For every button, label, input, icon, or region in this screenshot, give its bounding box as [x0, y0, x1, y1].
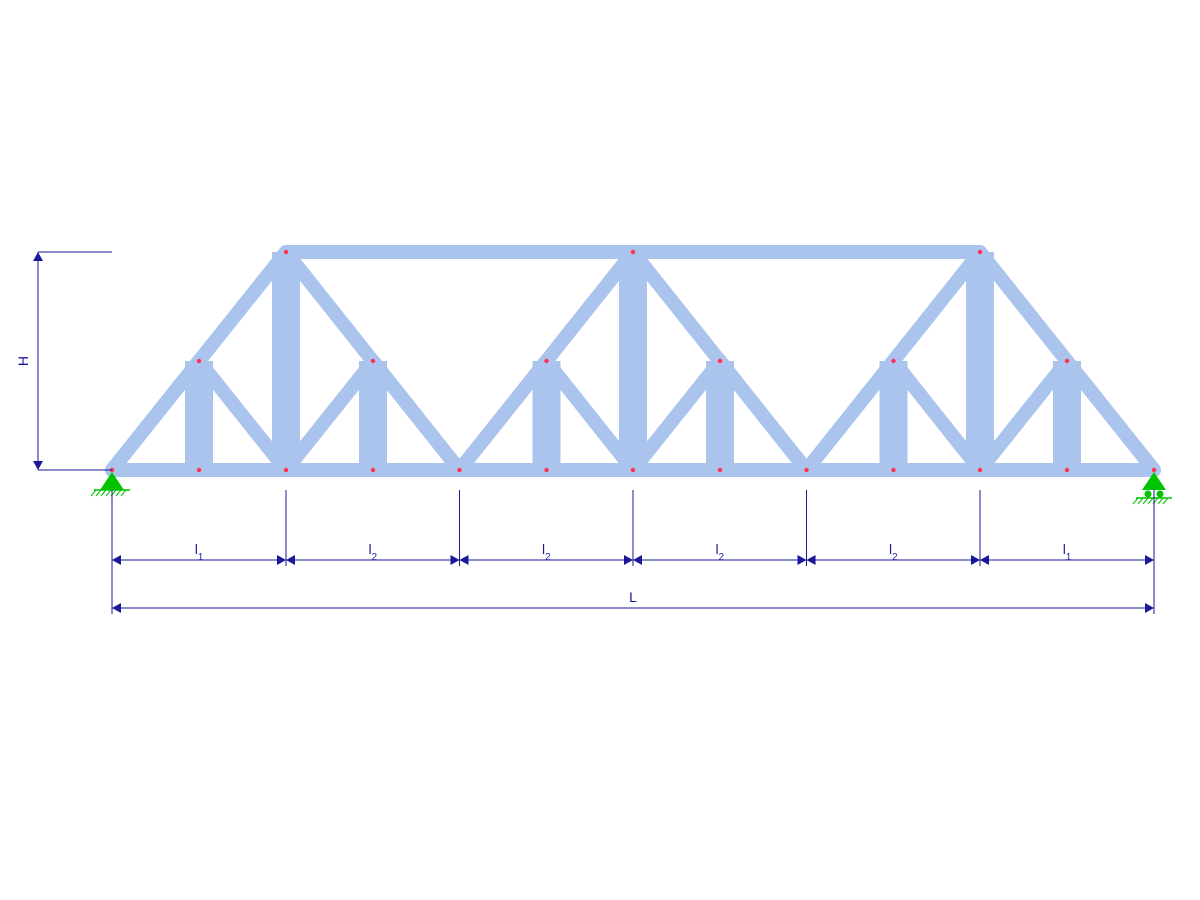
- node: [978, 250, 982, 254]
- node: [891, 468, 895, 472]
- node: [891, 359, 895, 363]
- node: [718, 359, 722, 363]
- dim-label: L: [629, 589, 637, 605]
- node: [804, 468, 808, 472]
- dim-total: L: [112, 560, 1154, 614]
- dim-panels: l1 l2 l2 l2 l2 l1: [112, 490, 1154, 566]
- node: [197, 468, 201, 472]
- dim-label: l2: [542, 541, 551, 563]
- node: [978, 468, 982, 472]
- node: [284, 250, 288, 254]
- node: [1065, 359, 1069, 363]
- dim-height: H: [15, 252, 112, 470]
- node: [457, 468, 461, 472]
- dim-label: l1: [1063, 541, 1072, 563]
- node: [544, 468, 548, 472]
- node: [371, 359, 375, 363]
- dim-label: H: [15, 356, 31, 366]
- node: [1065, 468, 1069, 472]
- node: [1152, 468, 1156, 472]
- node: [631, 468, 635, 472]
- node: [197, 359, 201, 363]
- dim-label: l2: [368, 541, 377, 563]
- truss-diagram: Hl1 l2 l2 l2 l2 l1 L: [0, 0, 1200, 900]
- dim-label: l2: [715, 541, 724, 563]
- dim-label: l1: [195, 541, 204, 563]
- truss-members: [112, 252, 1154, 470]
- dim-label: l2: [889, 541, 898, 563]
- node: [631, 250, 635, 254]
- node: [371, 468, 375, 472]
- node: [544, 359, 548, 363]
- node: [718, 468, 722, 472]
- node: [284, 468, 288, 472]
